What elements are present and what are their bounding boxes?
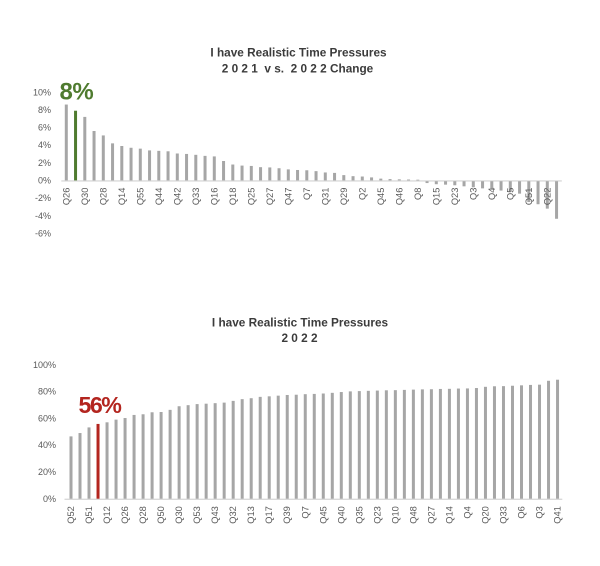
svg-text:I have Realistic Time Pressure: I have Realistic Time Pressures bbox=[210, 45, 387, 59]
svg-text:20%: 20% bbox=[38, 467, 56, 477]
svg-text:Q35: Q35 bbox=[354, 506, 364, 524]
svg-text:Q51: Q51 bbox=[84, 506, 94, 524]
svg-text:Q45: Q45 bbox=[318, 506, 328, 524]
svg-text:40%: 40% bbox=[38, 440, 56, 450]
svg-text:Q14: Q14 bbox=[117, 188, 127, 206]
svg-text:Q27: Q27 bbox=[426, 506, 436, 524]
svg-text:8%: 8% bbox=[60, 79, 94, 106]
svg-text:-4%: -4% bbox=[35, 211, 51, 221]
svg-text:Q55: Q55 bbox=[135, 188, 145, 206]
svg-text:8%: 8% bbox=[38, 105, 51, 115]
svg-text:Q7: Q7 bbox=[302, 188, 312, 200]
svg-text:Q23: Q23 bbox=[450, 188, 460, 206]
svg-text:Q41: Q41 bbox=[553, 506, 563, 524]
svg-text:Q3: Q3 bbox=[535, 506, 545, 518]
svg-text:I have Realistic Time Pressure: I have Realistic Time Pressures bbox=[212, 315, 389, 329]
svg-text:Q14: Q14 bbox=[444, 506, 454, 524]
svg-text:Q48: Q48 bbox=[408, 506, 418, 524]
svg-text:Q46: Q46 bbox=[394, 188, 404, 206]
svg-text:Q25: Q25 bbox=[246, 188, 256, 206]
svg-text:Q6: Q6 bbox=[517, 506, 527, 518]
svg-text:100%: 100% bbox=[33, 360, 56, 370]
svg-text:Q13: Q13 bbox=[246, 506, 256, 524]
svg-text:Q5: Q5 bbox=[505, 188, 515, 200]
svg-text:Q29: Q29 bbox=[339, 188, 349, 206]
svg-text:0%: 0% bbox=[38, 176, 51, 186]
svg-text:Q3: Q3 bbox=[468, 188, 478, 200]
svg-text:Q15: Q15 bbox=[431, 188, 441, 206]
svg-text:Q26: Q26 bbox=[120, 506, 130, 524]
svg-text:Q23: Q23 bbox=[372, 506, 382, 524]
svg-text:Q40: Q40 bbox=[336, 506, 346, 524]
svg-text:Q31: Q31 bbox=[320, 188, 330, 206]
svg-text:Q43: Q43 bbox=[210, 506, 220, 524]
svg-text:60%: 60% bbox=[38, 413, 56, 423]
svg-text:Q2: Q2 bbox=[357, 188, 367, 200]
svg-text:56%: 56% bbox=[79, 392, 122, 418]
svg-text:6%: 6% bbox=[38, 123, 51, 133]
svg-text:80%: 80% bbox=[38, 387, 56, 397]
svg-text:Q51: Q51 bbox=[524, 188, 534, 206]
svg-text:Q42: Q42 bbox=[172, 188, 182, 206]
svg-text:Q12: Q12 bbox=[102, 506, 112, 524]
svg-text:2 0 2 2: 2 0 2 2 bbox=[281, 331, 318, 345]
svg-text:Q7: Q7 bbox=[300, 506, 310, 518]
svg-text:Q17: Q17 bbox=[264, 506, 274, 524]
svg-text:Q53: Q53 bbox=[192, 506, 202, 524]
svg-text:Q10: Q10 bbox=[390, 506, 400, 524]
svg-text:-2%: -2% bbox=[35, 193, 51, 203]
svg-text:Q50: Q50 bbox=[156, 506, 166, 524]
svg-text:4%: 4% bbox=[38, 140, 51, 150]
svg-text:Q22: Q22 bbox=[542, 188, 552, 206]
svg-text:Q32: Q32 bbox=[228, 506, 238, 524]
svg-text:Q44: Q44 bbox=[154, 188, 164, 206]
svg-text:2%: 2% bbox=[38, 158, 51, 168]
svg-text:Q20: Q20 bbox=[480, 506, 490, 524]
svg-text:Q16: Q16 bbox=[209, 188, 219, 206]
svg-text:Q28: Q28 bbox=[138, 506, 148, 524]
svg-text:Q18: Q18 bbox=[228, 188, 238, 206]
svg-text:Q52: Q52 bbox=[66, 506, 76, 524]
svg-text:Q27: Q27 bbox=[265, 188, 275, 206]
svg-text:Q33: Q33 bbox=[191, 188, 201, 206]
svg-text:Q8: Q8 bbox=[413, 188, 423, 200]
svg-text:Q39: Q39 bbox=[282, 506, 292, 524]
svg-text:Q30: Q30 bbox=[174, 506, 184, 524]
svg-text:Q4: Q4 bbox=[487, 188, 497, 200]
svg-text:2 0 2 1 v s. 2 0 2 2 Change: 2 0 2 1 v s. 2 0 2 2 Change bbox=[222, 61, 374, 75]
svg-text:-6%: -6% bbox=[35, 228, 51, 238]
svg-text:Q4: Q4 bbox=[462, 506, 472, 518]
svg-text:Q30: Q30 bbox=[80, 188, 90, 206]
svg-text:0%: 0% bbox=[43, 494, 56, 504]
svg-text:Q26: Q26 bbox=[61, 188, 71, 206]
svg-text:Q33: Q33 bbox=[498, 506, 508, 524]
svg-text:10%: 10% bbox=[33, 87, 51, 97]
svg-text:Q45: Q45 bbox=[376, 188, 386, 206]
svg-text:Q47: Q47 bbox=[283, 188, 293, 206]
svg-text:Q28: Q28 bbox=[98, 188, 108, 206]
